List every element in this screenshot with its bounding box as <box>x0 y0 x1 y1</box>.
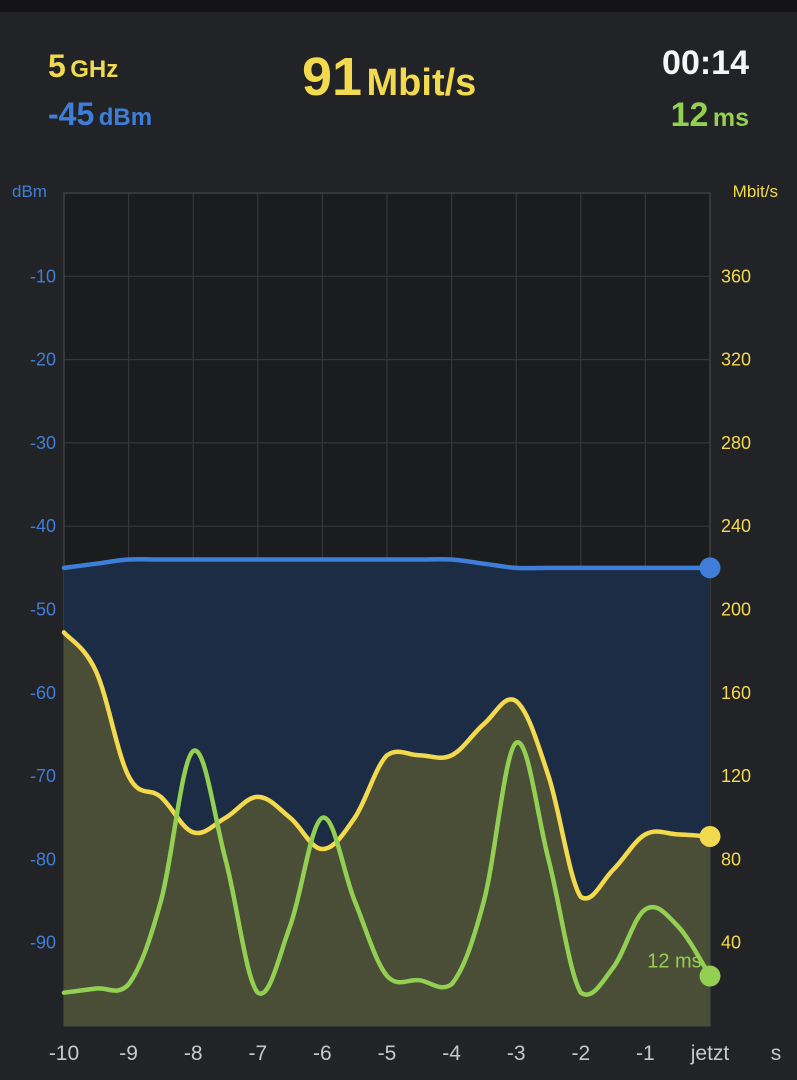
series-lines <box>61 556 713 997</box>
right-tick-label: 120 <box>721 766 751 786</box>
left-tick-label: -80 <box>30 849 56 869</box>
signal-end-marker <box>699 557 721 579</box>
latency-value: 12 <box>670 96 709 134</box>
right-tick-label: 40 <box>721 933 741 953</box>
signal-line <box>61 556 713 571</box>
latency-readout: 12 ms <box>671 96 749 135</box>
right-axis-ticks: 360 320 280 240 200 160 120 80 40 <box>721 266 751 952</box>
left-tick-label: -90 <box>30 933 56 953</box>
x-tick-label: -1 <box>636 1042 655 1065</box>
speed-unit: Mbit/s <box>366 62 477 104</box>
series-markers <box>699 557 721 987</box>
x-tick-label: -2 <box>571 1042 590 1065</box>
right-tick-label: 200 <box>721 600 751 620</box>
elapsed-time: 00:14 <box>662 44 749 82</box>
latency-annotation: 12 ms <box>647 950 701 972</box>
latency-unit: ms <box>712 104 749 132</box>
x-tick-label: -4 <box>442 1042 461 1065</box>
x-tick-label: -9 <box>119 1042 138 1065</box>
speed-readout: 91 Mbit/s <box>302 46 476 108</box>
x-tick-label: jetzt <box>690 1042 730 1065</box>
left-tick-label: -30 <box>30 433 56 453</box>
band-unit: GHz <box>70 56 119 83</box>
x-axis-ticks: -10 -9 -8 -7 -6 -5 -4 -3 -2 -1 jetzt <box>49 1042 730 1065</box>
right-axis-label: Mbit/s <box>733 182 778 201</box>
left-tick-label: -50 <box>30 600 56 620</box>
x-tick-label: -5 <box>378 1042 397 1065</box>
x-tick-label: -8 <box>184 1042 203 1065</box>
signal-readout: -45 dBm <box>48 96 152 133</box>
signal-value: -45 <box>48 96 95 132</box>
left-tick-label: -60 <box>30 683 56 703</box>
left-tick-label: -70 <box>30 766 56 786</box>
right-tick-label: 320 <box>721 350 751 370</box>
x-tick-label: -10 <box>49 1042 79 1065</box>
series-areas <box>64 559 710 1026</box>
x-axis-unit: s <box>771 1042 782 1065</box>
left-tick-label: -40 <box>30 516 56 536</box>
signal-unit: dBm <box>98 104 153 131</box>
latency-line <box>61 740 713 997</box>
band-value: 5 <box>48 48 66 84</box>
right-tick-label: 280 <box>721 433 751 453</box>
left-axis-ticks: -10 -20 -30 -40 -50 -60 -70 -80 -90 <box>30 266 56 952</box>
x-tick-label: -3 <box>507 1042 526 1065</box>
left-tick-label: -10 <box>30 266 56 286</box>
latency-end-marker <box>699 965 721 987</box>
right-tick-label: 160 <box>721 683 751 703</box>
left-axis-label: dBm <box>12 182 47 201</box>
speed-line <box>61 630 713 901</box>
x-tick-label: -7 <box>248 1042 267 1065</box>
speed-value: 91 <box>302 47 363 107</box>
speed-end-marker <box>699 825 721 847</box>
x-tick-label: -6 <box>313 1042 332 1065</box>
status-strip <box>0 0 797 12</box>
right-tick-label: 240 <box>721 516 751 536</box>
right-tick-label: 80 <box>721 849 741 869</box>
speed-area <box>64 632 710 1026</box>
left-tick-label: -20 <box>30 350 56 370</box>
right-tick-label: 360 <box>721 266 751 286</box>
band-readout: 5 GHz <box>48 48 118 85</box>
